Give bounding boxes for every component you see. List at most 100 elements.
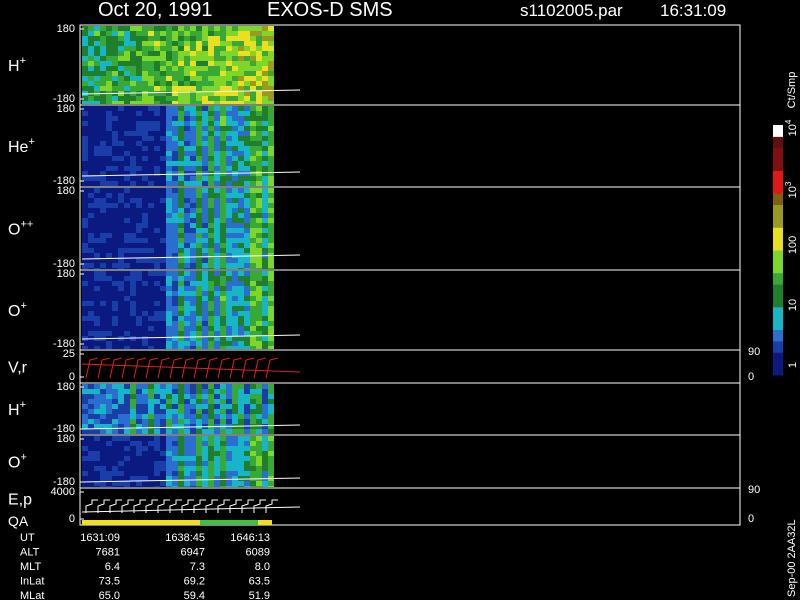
spectrogram-cell (94, 321, 100, 326)
spectrogram-cell (214, 208, 220, 213)
spectrogram-cell (250, 424, 256, 429)
spectrogram-cell (238, 46, 244, 51)
spectrogram-cell (244, 61, 250, 66)
spectrogram-cell (208, 276, 214, 281)
spectrogram-cell (232, 321, 238, 326)
spectrogram-cell (88, 326, 94, 331)
spectrogram-cell (220, 203, 226, 208)
spectrogram-cell (124, 161, 130, 166)
spectrogram-cell (196, 384, 202, 389)
spectrogram-cell (142, 36, 148, 41)
spectrogram-cell (184, 276, 190, 281)
spectrogram-cell (244, 56, 250, 61)
spectrogram-cell (190, 46, 196, 51)
panel-label-text: O (8, 455, 20, 472)
spectrogram-cell (220, 436, 226, 441)
spectrogram-cell (94, 151, 100, 156)
spectrogram-cell (160, 131, 166, 136)
spectrogram-cell (172, 331, 178, 336)
spectrogram-cell (112, 56, 118, 61)
spectrogram-cell (118, 208, 124, 213)
spectrogram-cell (178, 409, 184, 414)
spectrogram-cell (148, 126, 154, 131)
spectrogram-cell (244, 296, 250, 301)
spectrogram-cell (118, 281, 124, 286)
spectrogram-cell (196, 326, 202, 331)
spectrogram-cell (142, 321, 148, 326)
spectrogram-cell (184, 436, 190, 441)
spectrogram-cell (94, 243, 100, 248)
spectrogram-cell (100, 46, 106, 51)
spectrogram-cell (256, 96, 262, 101)
spectrogram-cell (88, 296, 94, 301)
footer-id: Sep-00 2AA32L (786, 519, 798, 597)
spectrogram-cell (244, 341, 250, 346)
spectrogram-cell (154, 409, 160, 414)
spectrogram-cell (184, 481, 190, 486)
spectrogram-cell (148, 26, 154, 31)
spectrogram-cell (82, 81, 88, 86)
spectrogram-cell (250, 456, 256, 461)
spectrogram-cell (142, 156, 148, 161)
spectrogram-cell (202, 311, 208, 316)
spectrogram-cell (100, 414, 106, 419)
y-tick-label: 180 (57, 433, 75, 445)
spectrogram-cell (232, 296, 238, 301)
spectrogram-cell (118, 446, 124, 451)
spectrogram-cell (124, 36, 130, 41)
spectrogram-cell (106, 188, 112, 193)
spectrogram-cell (238, 456, 244, 461)
spectrogram-cell (220, 188, 226, 193)
spectrogram-cell (130, 436, 136, 441)
spectrogram-cell (208, 451, 214, 456)
spectrogram-cell (160, 181, 166, 186)
spectrogram-cell (184, 346, 190, 349)
spectrogram-cell (202, 399, 208, 404)
spectrogram-cell (88, 131, 94, 136)
spectrogram-cell (106, 208, 112, 213)
spectrogram-cell (88, 441, 94, 446)
spectrogram-cell (226, 461, 232, 466)
spectrogram-cell (124, 41, 130, 46)
spectrogram-cell (214, 26, 220, 31)
spectrogram-cell (196, 238, 202, 243)
spectrogram-cell (208, 51, 214, 56)
spectrogram-cell (154, 399, 160, 404)
spectrogram-cell (262, 41, 268, 46)
spectrogram-cell (220, 296, 226, 301)
spectrogram-cell (160, 476, 166, 481)
spectrogram-cell (220, 409, 226, 414)
spectrogram-cell (256, 326, 262, 331)
spectrogram-cell (256, 156, 262, 161)
spectrogram-cell (136, 193, 142, 198)
spectrogram-cell (94, 311, 100, 316)
spectrogram-cell (160, 336, 166, 341)
spectrogram-cell (196, 321, 202, 326)
spectrogram-cell (268, 296, 274, 301)
panel-label: O++ (8, 219, 33, 239)
spectrogram-cell (238, 243, 244, 248)
spectrogram-cell (112, 346, 118, 349)
spectrogram-cell (124, 461, 130, 466)
spectrogram-cell (106, 176, 112, 181)
spectrogram-cell (166, 258, 172, 263)
spectrogram-cell (142, 86, 148, 91)
spectrogram-cell (166, 66, 172, 71)
spectrogram-cell (268, 481, 274, 486)
spectrogram-cell (238, 399, 244, 404)
spectrogram-cell (142, 466, 148, 471)
spectrogram-cell (124, 203, 130, 208)
spectrogram-cell (130, 476, 136, 481)
spectrogram-cell (208, 481, 214, 486)
spectrogram-cell (202, 341, 208, 346)
spectrogram-cell (220, 291, 226, 296)
spectrogram-cell (100, 384, 106, 389)
spectrogram-cell (226, 46, 232, 51)
spectrogram-cell (100, 56, 106, 61)
spectrogram-cell (88, 81, 94, 86)
spectrogram-cell (100, 466, 106, 471)
spectrogram-cell (214, 156, 220, 161)
spectrogram-cell (88, 86, 94, 91)
spectrogram-cell (190, 198, 196, 203)
spectrogram-cell (250, 326, 256, 331)
